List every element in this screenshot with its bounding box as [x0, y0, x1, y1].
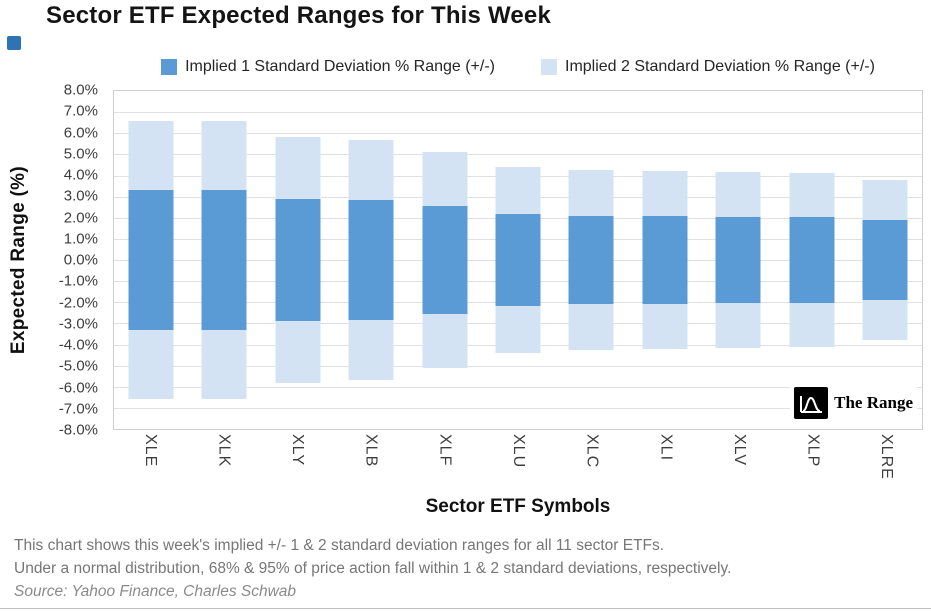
- y-axis-title: Expected Range (%): [8, 165, 29, 355]
- x-tick-label: XLE: [141, 434, 159, 468]
- bar-1sd-XLE: [128, 190, 174, 330]
- bar-1sd-XLB: [348, 199, 394, 321]
- x-tick-XLC: XLC: [555, 434, 629, 480]
- x-tick-XLE: XLE: [113, 434, 187, 480]
- bar-1sd-XLY: [275, 198, 321, 322]
- x-tick-XLU: XLU: [481, 434, 555, 480]
- bar-1sd-XLF: [422, 206, 468, 314]
- x-tick-label: XLRE: [878, 434, 896, 480]
- y-tick-label: -6.0%: [58, 379, 98, 396]
- x-tick-XLI: XLI: [628, 434, 702, 480]
- bar-1sd-XLP: [789, 216, 835, 304]
- y-tick-label: 3.0%: [63, 187, 98, 205]
- chart-title: Sector ETF Expected Ranges for This Week: [46, 2, 552, 29]
- y-tick-label: -3.0%: [58, 315, 98, 333]
- legend-item-1sd: Implied 1 Standard Deviation % Range (+/…: [161, 58, 495, 76]
- y-tick-label: -2.0%: [58, 294, 98, 311]
- y-tick-label: -1.0%: [58, 272, 98, 290]
- y-tick-label: 7.0%: [63, 102, 98, 120]
- logo-text: The Range: [834, 393, 913, 412]
- x-tick-XLRE: XLRE: [849, 434, 923, 480]
- x-tick-label: XLP: [804, 434, 822, 468]
- x-axis-ticks: XLE XLK XLY XLB XLF XLU XLC XLI XLV XLP XLRE: [113, 434, 923, 480]
- bar-1sd-XLC: [568, 215, 614, 305]
- y-tick-label: 2.0%: [63, 209, 98, 226]
- x-tick-label: XLV: [730, 434, 748, 467]
- bell-curve-icon: [794, 387, 829, 419]
- the-range-logo: The Range: [790, 385, 917, 421]
- x-tick-XLK: XLK: [187, 434, 261, 480]
- x-tick-label: XLI: [657, 434, 675, 462]
- x-tick-label: XLK: [215, 434, 233, 468]
- source-note: Source: Yahoo Finance, Charles Schwab: [14, 583, 297, 600]
- bottom-divider: [0, 608, 931, 609]
- legend: Implied 1 Standard Deviation % Range (+/…: [113, 58, 923, 76]
- y-axis-ticks: 8.0% 7.0% 6.0% 5.0% 4.0% 3.0% 2.0% 1.0% 0.0% -1.0…: [36, 82, 106, 439]
- y-tick-label: -8.0%: [58, 421, 98, 439]
- x-tick-XLV: XLV: [702, 434, 776, 480]
- footer-notes: This chart shows this week's implied +/-…: [14, 534, 731, 603]
- y-tick-label: -5.0%: [58, 357, 98, 375]
- x-tick-XLB: XLB: [334, 434, 408, 480]
- y-tick-label: 6.0%: [63, 124, 98, 141]
- gridline: [114, 365, 922, 367]
- y-tick-label: 4.0%: [63, 166, 98, 184]
- bar-1sd-XLRE: [862, 219, 908, 301]
- bar-1sd-XLV: [715, 216, 761, 304]
- x-axis-title: Sector ETF Symbols: [425, 496, 611, 517]
- y-tick-label: 8.0%: [63, 81, 98, 99]
- y-tick-label: 0.0%: [63, 251, 98, 269]
- legend-item-2sd: Implied 2 Standard Deviation % Range (+/…: [541, 58, 875, 76]
- y-tick-label: -4.0%: [58, 336, 98, 354]
- brand-mark-icon: [7, 36, 21, 50]
- gridline: [114, 154, 922, 156]
- bar-1sd-XLK: [201, 190, 247, 330]
- x-tick-label: XLU: [510, 434, 528, 469]
- x-tick-label: XLC: [583, 434, 601, 469]
- x-tick-XLP: XLP: [776, 434, 850, 480]
- legend-label-1sd: Implied 1 Standard Deviation % Range (+/…: [185, 58, 495, 75]
- x-tick-label: XLY: [289, 434, 307, 467]
- y-tick-label: 1.0%: [63, 230, 98, 248]
- gridline: [114, 407, 922, 409]
- x-tick-XLY: XLY: [260, 434, 334, 480]
- y-tick-label: 5.0%: [63, 145, 98, 163]
- bar-1sd-XLU: [495, 213, 541, 307]
- bar-1sd-XLI: [642, 215, 688, 305]
- gridline: [114, 133, 922, 135]
- x-tick-label: XLB: [362, 434, 380, 468]
- legend-swatch-2sd-icon: [541, 59, 557, 75]
- gridline: [114, 386, 922, 388]
- y-tick-label: -7.0%: [58, 400, 98, 418]
- x-tick-label: XLF: [436, 434, 454, 467]
- gridline: [114, 112, 922, 114]
- footer-line-1: This chart shows this week's implied +/-…: [14, 537, 665, 554]
- plot-area: The Range: [113, 90, 923, 430]
- footer-line-2: Under a normal distribution, 68% & 95% o…: [14, 560, 732, 577]
- legend-swatch-1sd-icon: [161, 59, 178, 75]
- x-tick-XLF: XLF: [408, 434, 482, 480]
- legend-label-2sd: Implied 2 Standard Deviation % Range (+/…: [565, 58, 875, 75]
